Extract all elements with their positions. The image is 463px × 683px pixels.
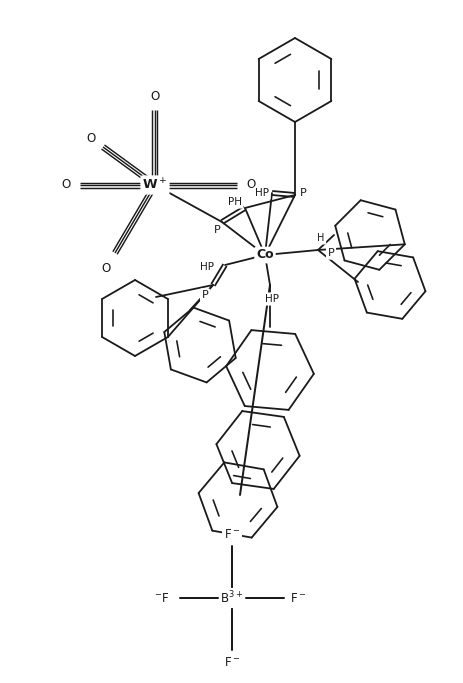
- Text: Co: Co: [256, 249, 273, 262]
- Text: O: O: [86, 133, 95, 145]
- Text: F$^-$: F$^-$: [289, 591, 306, 604]
- Text: W$^+$: W$^+$: [142, 178, 167, 193]
- Text: P: P: [299, 188, 306, 198]
- Text: F$^-$: F$^-$: [223, 527, 240, 540]
- Text: O: O: [61, 178, 70, 191]
- Text: B$^{3+}$: B$^{3+}$: [220, 589, 243, 607]
- Text: HP: HP: [264, 294, 278, 304]
- Text: P: P: [213, 225, 220, 235]
- Text: $^{-}$F: $^{-}$F: [154, 591, 169, 604]
- Text: P: P: [201, 290, 208, 300]
- Text: F$^-$: F$^-$: [223, 656, 240, 669]
- Text: PH: PH: [227, 197, 242, 207]
- Text: P: P: [327, 248, 334, 258]
- Text: H: H: [317, 233, 324, 243]
- Text: O: O: [150, 91, 159, 104]
- Text: O: O: [246, 178, 255, 191]
- Text: HP: HP: [200, 262, 213, 272]
- Text: O: O: [101, 262, 110, 275]
- Text: HP: HP: [255, 188, 269, 198]
